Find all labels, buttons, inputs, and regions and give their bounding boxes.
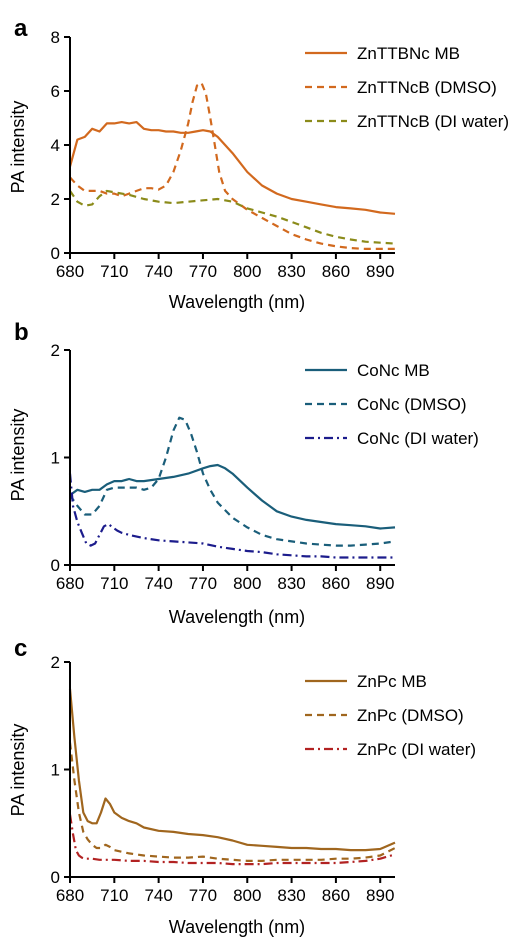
series-line (68, 688, 396, 852)
x-axis-title: Wavelength (nm) (169, 607, 305, 627)
x-tick-label: 860 (322, 886, 350, 905)
x-tick-label: 800 (233, 262, 261, 281)
legend-label: ZnTTNcB (DI water) (357, 112, 509, 131)
panel-c: c PA intensity Wavelength (nm) 0 1 2 680 710… (8, 635, 476, 937)
x-axis-title: Wavelength (nm) (169, 917, 305, 937)
x-tick-label: 890 (366, 262, 394, 281)
x-tick-label: 830 (277, 574, 305, 593)
panel-label: c (14, 635, 27, 662)
legend-label: CoNc (DI water) (357, 429, 479, 448)
x-tick-label: 710 (100, 886, 128, 905)
y-tick-label: 1 (51, 761, 60, 780)
y-tick-label: 6 (51, 82, 60, 101)
series-line (69, 189, 396, 245)
x-tick-label: 740 (144, 574, 172, 593)
y-tick-label: 1 (51, 449, 60, 468)
x-tick-label: 830 (277, 886, 305, 905)
series-line (69, 463, 396, 530)
x-tick-label: 770 (189, 574, 217, 593)
legend-label: ZnPc (DI water) (357, 740, 476, 759)
panel-label: a (14, 15, 28, 42)
x-tick-label: 860 (322, 262, 350, 281)
x-tick-label: 860 (322, 574, 350, 593)
series-line (68, 473, 395, 559)
x-tick-label: 710 (100, 574, 128, 593)
legend-label: ZnPc MB (357, 672, 427, 691)
y-tick-label: 0 (51, 556, 60, 575)
y-axis-title: PA intensity (8, 409, 28, 502)
legend-label: ZnTTBNc MB (357, 44, 460, 63)
panel-a: a PA intensity Wavelength (nm) 0 2 4 6 8 680 7… (8, 15, 509, 312)
legend-label: ZnPc (DMSO) (357, 706, 464, 725)
y-axis-title: PA intensity (8, 724, 28, 817)
x-tick-label: 770 (189, 262, 217, 281)
y-tick-label: 2 (51, 653, 60, 672)
x-tick-label: 890 (366, 574, 394, 593)
x-tick-label: 680 (56, 574, 84, 593)
x-tick-label: 710 (100, 262, 128, 281)
x-tick-label: 740 (144, 886, 172, 905)
series-line (68, 814, 396, 866)
y-axis-title: PA intensity (8, 101, 28, 194)
y-tick-label: 4 (51, 136, 60, 155)
panel-label: b (14, 319, 29, 346)
y-tick-label: 2 (51, 341, 60, 360)
x-tick-label: 800 (233, 886, 261, 905)
y-tick-label: 0 (51, 244, 60, 263)
x-tick-label: 800 (233, 574, 261, 593)
x-tick-label: 740 (144, 262, 172, 281)
y-tick-label: 0 (51, 868, 60, 887)
legend-label: CoNc MB (357, 361, 430, 380)
x-tick-label: 890 (366, 886, 394, 905)
x-axis-title: Wavelength (nm) (169, 292, 305, 312)
x-tick-label: 680 (56, 886, 84, 905)
panel-b: b PA intensity Wavelength (nm) 0 1 2 680 710… (8, 319, 479, 627)
legend-label: ZnTTNcB (DMSO) (357, 78, 497, 97)
x-tick-label: 770 (189, 886, 217, 905)
series-line (68, 121, 396, 215)
x-tick-label: 830 (277, 262, 305, 281)
series-line (69, 81, 395, 250)
series-line (68, 742, 396, 862)
series-line (69, 416, 396, 547)
x-tick-label: 680 (56, 262, 84, 281)
y-tick-label: 8 (51, 28, 60, 47)
legend-label: CoNc (DMSO) (357, 395, 467, 414)
y-tick-label: 2 (51, 190, 60, 209)
